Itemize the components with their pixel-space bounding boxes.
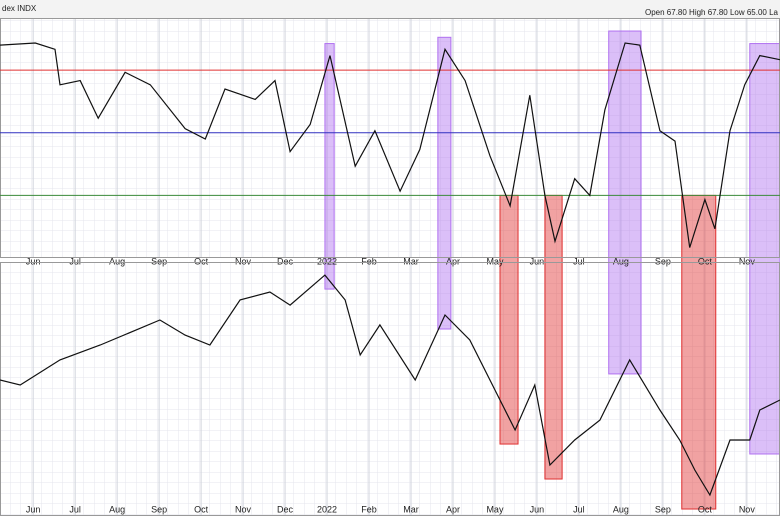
x-tick-label: Nov <box>235 256 252 266</box>
x-tick-label: Nov <box>235 504 252 514</box>
highlight-span <box>324 43 335 290</box>
grid <box>0 262 780 516</box>
highlight-span <box>437 36 452 330</box>
x-tick-label: Aug <box>109 256 125 266</box>
quote: Open 67.80 High 67.80 Low 65.00 La <box>645 8 779 17</box>
x-tick-label: Jul <box>573 504 585 514</box>
x-tick-label: Aug <box>613 504 629 514</box>
highlight-span <box>608 30 642 375</box>
x-tick-label: Jun <box>530 504 545 514</box>
x-tick-label: Jun <box>530 256 545 266</box>
x-tick-label: 2022 <box>317 504 337 514</box>
x-tick-label: Oct <box>194 256 209 266</box>
x-tick-label: Aug <box>613 256 629 266</box>
x-tick-label: Jul <box>573 256 585 266</box>
x-tick-label: Apr <box>446 504 460 514</box>
x-tick-label: May <box>486 256 504 266</box>
x-tick-label: Jul <box>69 504 81 514</box>
x-tick-label: Aug <box>109 504 125 514</box>
x-tick-label: Feb <box>361 256 377 266</box>
grid <box>0 18 780 258</box>
header-bar <box>0 0 780 18</box>
x-tick-label: Sep <box>655 256 671 266</box>
highlight-span <box>499 194 519 445</box>
x-tick-label: Oct <box>698 504 713 514</box>
x-tick-label: Nov <box>739 504 756 514</box>
x-tick-label: Jun <box>26 504 41 514</box>
x-tick-label: Mar <box>403 504 419 514</box>
x-tick-label: May <box>486 504 504 514</box>
x-tick-label: Sep <box>151 256 167 266</box>
x-tick-label: Nov <box>739 256 756 266</box>
highlights <box>324 30 780 510</box>
x-tick-label: Mar <box>403 256 419 266</box>
x-tick-label: Oct <box>194 504 209 514</box>
x-tick-label: 2022 <box>317 256 337 266</box>
highlight-span <box>681 194 717 510</box>
series-line <box>0 42 780 248</box>
series-line <box>0 274 780 497</box>
x-tick-label: Apr <box>446 256 460 266</box>
x-tick-label: Dec <box>277 256 294 266</box>
x-tick-label: Jun <box>26 256 41 266</box>
x-tick-label: Dec <box>277 504 294 514</box>
highlight-span <box>749 43 780 455</box>
x-tick-label: Sep <box>151 504 167 514</box>
x-tick-label: Oct <box>698 256 713 266</box>
x-tick-label: Sep <box>655 504 671 514</box>
background <box>0 18 780 516</box>
x-tick-label: Feb <box>361 504 377 514</box>
x-tick-label: Jul <box>69 256 81 266</box>
symbol: dex INDX <box>2 4 37 13</box>
highlight-span <box>544 194 563 480</box>
